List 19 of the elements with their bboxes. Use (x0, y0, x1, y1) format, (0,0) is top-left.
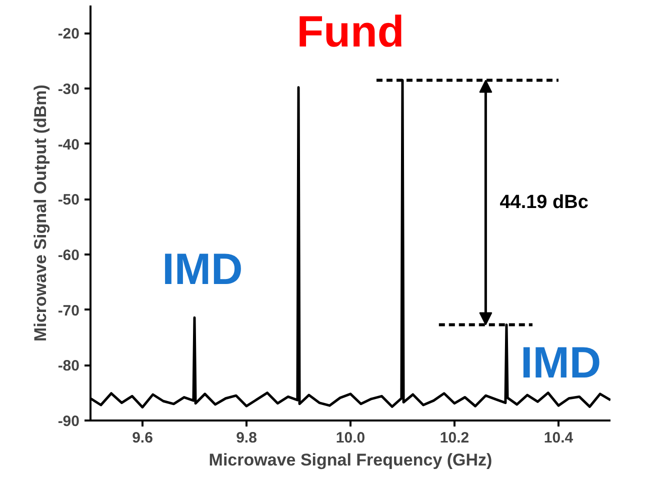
x-tick-label: 9.8 (236, 430, 257, 446)
y-tick-label: -50 (58, 192, 80, 209)
y-tick-label: -40 (58, 136, 80, 154)
y-tick-label: -60 (58, 247, 80, 264)
y-tick-label: -30 (58, 81, 80, 98)
annotation: Fund (296, 8, 404, 57)
x-tick-label: 9.6 (132, 430, 153, 446)
y-tick-label: -70 (58, 302, 80, 320)
annotation: IMD (162, 245, 243, 294)
x-axis-title: Microwave Signal Frequency (GHz) (208, 450, 492, 470)
y-tick-label: -20 (58, 26, 80, 43)
annotation: 44.19 dBc (500, 192, 589, 213)
y-tick-label: -90 (58, 413, 80, 430)
y-tick-label: -80 (58, 358, 80, 375)
annotation: IMD (520, 338, 602, 388)
y-axis-title: Microwave Signal Output (dBm) (30, 84, 50, 342)
x-tick-label: 10.2 (440, 430, 470, 446)
x-tick-label: 10.4 (544, 430, 574, 446)
x-tick-label: 10.0 (336, 430, 366, 446)
